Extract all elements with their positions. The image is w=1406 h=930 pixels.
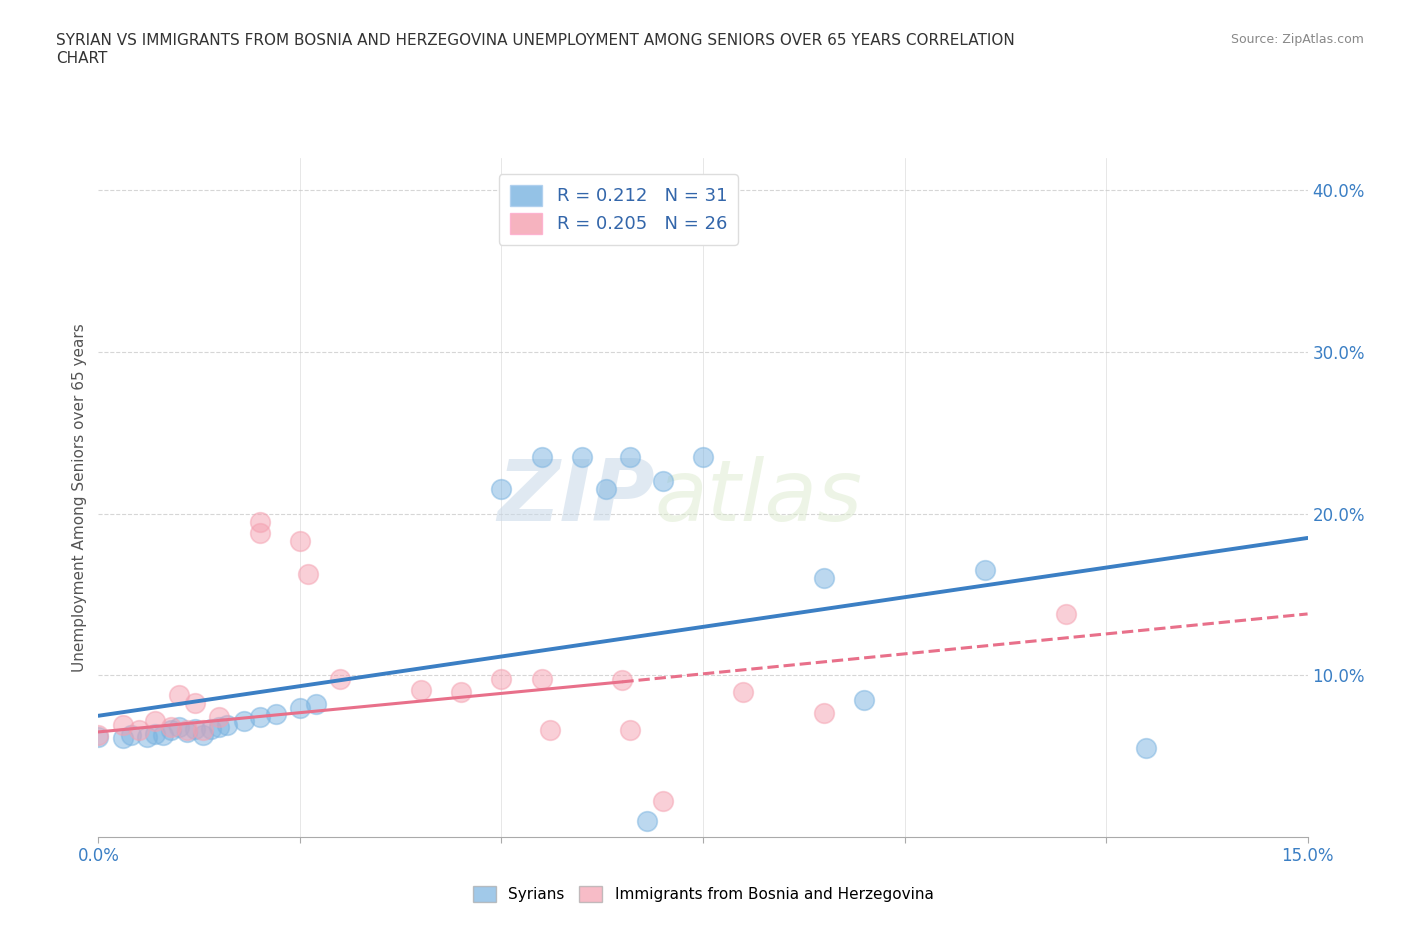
Point bbox=[530, 671, 553, 686]
Point bbox=[184, 696, 207, 711]
Point bbox=[651, 474, 673, 489]
Point bbox=[538, 723, 561, 737]
Point bbox=[200, 722, 222, 737]
Point bbox=[974, 563, 997, 578]
Point bbox=[111, 731, 134, 746]
Point bbox=[813, 705, 835, 720]
Point bbox=[167, 687, 190, 702]
Point bbox=[288, 700, 311, 715]
Point bbox=[305, 697, 328, 711]
Text: SYRIAN VS IMMIGRANTS FROM BOSNIA AND HERZEGOVINA UNEMPLOYMENT AMONG SENIORS OVER: SYRIAN VS IMMIGRANTS FROM BOSNIA AND HER… bbox=[56, 33, 1015, 47]
Point bbox=[409, 683, 432, 698]
Point bbox=[264, 707, 287, 722]
Point bbox=[193, 727, 215, 742]
Point bbox=[853, 692, 876, 707]
Point bbox=[636, 814, 658, 829]
Point bbox=[128, 723, 150, 737]
Point bbox=[329, 671, 352, 686]
Point bbox=[143, 726, 166, 741]
Point bbox=[176, 724, 198, 739]
Point bbox=[167, 720, 190, 735]
Legend: Syrians, Immigrants from Bosnia and Herzegovina: Syrians, Immigrants from Bosnia and Herz… bbox=[467, 880, 939, 909]
Point bbox=[160, 720, 183, 735]
Text: Source: ZipAtlas.com: Source: ZipAtlas.com bbox=[1230, 33, 1364, 46]
Point bbox=[813, 571, 835, 586]
Point bbox=[249, 710, 271, 724]
Point bbox=[530, 450, 553, 465]
Point bbox=[619, 450, 641, 465]
Point bbox=[491, 482, 513, 497]
Point bbox=[143, 713, 166, 728]
Point bbox=[87, 727, 110, 742]
Point bbox=[135, 729, 157, 744]
Point bbox=[733, 684, 755, 699]
Point bbox=[208, 720, 231, 735]
Point bbox=[595, 482, 617, 497]
Y-axis label: Unemployment Among Seniors over 65 years: Unemployment Among Seniors over 65 years bbox=[72, 324, 87, 671]
Point bbox=[217, 718, 239, 733]
Point bbox=[612, 672, 634, 687]
Point bbox=[120, 727, 142, 742]
Text: atlas: atlas bbox=[655, 456, 863, 539]
Legend: R = 0.212   N = 31, R = 0.205   N = 26: R = 0.212 N = 31, R = 0.205 N = 26 bbox=[499, 174, 738, 245]
Point bbox=[1135, 740, 1157, 755]
Point bbox=[160, 723, 183, 737]
Point bbox=[152, 727, 174, 742]
Point bbox=[692, 450, 714, 465]
Point bbox=[176, 723, 198, 737]
Point bbox=[651, 794, 673, 809]
Point bbox=[1054, 606, 1077, 621]
Point bbox=[232, 713, 254, 728]
Point bbox=[619, 723, 641, 737]
Point bbox=[297, 566, 319, 581]
Text: ZIP: ZIP bbox=[496, 456, 655, 539]
Point bbox=[87, 729, 110, 744]
Point bbox=[571, 450, 593, 465]
Point bbox=[184, 722, 207, 737]
Point bbox=[249, 525, 271, 540]
Text: CHART: CHART bbox=[56, 51, 108, 66]
Point bbox=[491, 671, 513, 686]
Point bbox=[288, 534, 311, 549]
Point bbox=[450, 684, 472, 699]
Point bbox=[111, 718, 134, 733]
Point bbox=[208, 710, 231, 724]
Point bbox=[249, 514, 271, 529]
Point bbox=[193, 723, 215, 737]
